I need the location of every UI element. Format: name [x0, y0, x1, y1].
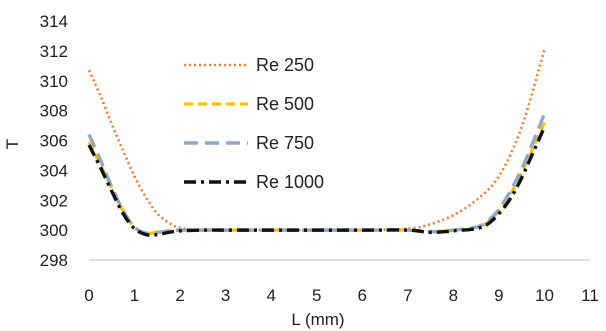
x-tick-label: 11 [581, 286, 599, 305]
x-tick-label: 8 [449, 286, 458, 305]
legend-label: Re 250 [256, 55, 314, 75]
y-tick-label: 314 [40, 12, 68, 31]
legend: Re 250 Re 500 Re 750 Re 1000 [184, 55, 324, 192]
y-tick-label: 306 [40, 132, 68, 151]
y-tick-label: 300 [40, 221, 68, 240]
legend-label: Re 1000 [256, 172, 324, 192]
legend-label: Re 500 [256, 94, 314, 114]
legend-label: Re 750 [256, 133, 314, 153]
x-tick-labels: 0 1 2 3 4 5 6 7 8 9 10 11 [84, 286, 599, 305]
y-tick-label: 312 [40, 42, 68, 61]
x-tick-label: 0 [84, 286, 93, 305]
x-tick-label: 3 [221, 286, 230, 305]
x-tick-label: 2 [175, 286, 184, 305]
x-tick-label: 9 [494, 286, 503, 305]
x-tick-label: 7 [403, 286, 412, 305]
y-tick-label: 304 [40, 161, 68, 180]
y-axis-title: T [3, 139, 22, 149]
series-line-re-250 [87, 49, 546, 232]
x-tick-label: 5 [312, 286, 321, 305]
x-tick-label: 6 [358, 286, 367, 305]
x-tick-label: 10 [535, 286, 554, 305]
y-tick-label: 302 [40, 191, 68, 210]
y-tick-labels: 298 300 302 304 306 308 310 312 314 [40, 12, 68, 270]
x-axis-title: L (mm) [291, 310, 344, 329]
y-tick-label: 308 [40, 102, 68, 121]
series-line-re-1000 [87, 126, 547, 237]
x-tick-label: 1 [130, 286, 139, 305]
x-tick-label: 4 [266, 286, 275, 305]
y-tick-label: 310 [40, 72, 68, 91]
y-tick-label: 298 [40, 251, 68, 270]
series-lines [87, 49, 547, 237]
